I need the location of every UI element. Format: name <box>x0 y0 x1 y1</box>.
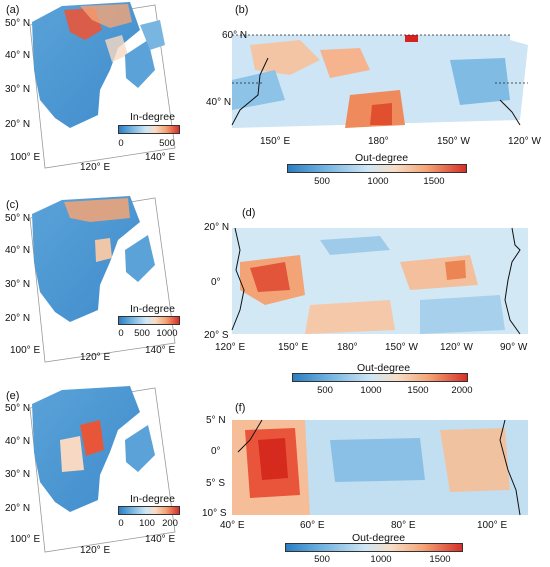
lon-label-d-150w: 150° W <box>385 342 418 353</box>
panel-label-b: (b) <box>235 4 249 16</box>
colorbar-f-tick-500: 500 <box>314 554 330 565</box>
colorbar-title-e: In-degree <box>130 493 175 505</box>
lat-label-a-30n: 30° N <box>5 84 31 95</box>
lon-label-c-120e: 120° E <box>80 352 111 363</box>
colorbar-a-tick-500: 500 <box>159 138 175 149</box>
lon-label-a-100e: 100° E <box>10 152 41 163</box>
map-e <box>29 386 176 553</box>
lon-label-f-60e: 60° E <box>300 520 325 531</box>
lon-label-b-180: 180° <box>368 136 389 147</box>
lon-label-c-140e: 140° E <box>145 345 176 356</box>
colorbar-f <box>285 543 463 552</box>
colorbar-title-b: Out-degree <box>355 152 409 164</box>
map-a <box>29 2 176 169</box>
lat-label-e-30n: 30° N <box>5 469 31 480</box>
panel-label-e: (e) <box>6 390 20 402</box>
map-c <box>29 196 176 363</box>
colorbar-e-tick-100: 100 <box>139 518 155 529</box>
colorbar-e-tick-200: 200 <box>162 518 178 529</box>
lon-label-e-140e: 140° E <box>145 534 176 545</box>
colorbar-e-tick-0: 0 <box>118 518 124 529</box>
map-b <box>231 34 528 128</box>
lon-label-d-150e: 150° E <box>278 342 309 353</box>
lat-label-b-40n: 40° N <box>206 97 232 108</box>
lat-label-e-50n: 50° N <box>5 403 31 414</box>
colorbar-c <box>118 316 180 325</box>
lat-label-d-20n: 20° N <box>204 222 230 233</box>
lat-label-d-0: 0° <box>211 277 221 288</box>
lat-label-e-20n: 20° N <box>5 503 31 514</box>
panel-label-a: (a) <box>6 4 20 16</box>
lat-label-e-40n: 40° N <box>5 436 31 447</box>
lon-label-f-80e: 80° E <box>391 520 416 531</box>
lon-label-b-120w: 120° W <box>508 136 541 147</box>
lon-label-e-120e: 120° E <box>80 545 111 556</box>
lon-label-b-150e: 150° E <box>260 136 291 147</box>
colorbar-d-tick-1000: 1000 <box>360 385 382 396</box>
lat-label-d-20s: 20° S <box>204 330 229 341</box>
colorbar-c-tick-0: 0 <box>118 328 124 339</box>
lat-label-c-50n: 50° N <box>5 213 31 224</box>
lon-label-d-90w: 90° W <box>500 342 528 353</box>
lat-label-f-0: 0° <box>211 446 221 457</box>
colorbar-a-tick-0: 0 <box>118 138 124 149</box>
lat-label-b-60n: 60° N <box>222 30 248 41</box>
colorbar-c-tick-500: 500 <box>134 328 150 339</box>
map-f <box>232 419 528 516</box>
lat-label-a-40n: 40° N <box>5 50 31 61</box>
lon-label-a-140e: 140° E <box>145 152 176 163</box>
panel-label-f: (f) <box>235 402 246 414</box>
lat-label-f-10s: 10° S <box>202 508 227 519</box>
colorbar-title-a: In-degree <box>130 111 175 123</box>
lon-label-f-40e: 40° E <box>220 520 245 531</box>
lat-label-f-5n: 5° N <box>206 415 226 426</box>
lon-label-d-120w: 120° W <box>440 342 473 353</box>
colorbar-d-tick-2000: 2000 <box>451 385 473 396</box>
lon-label-d-120e: 120° E <box>215 342 246 353</box>
map-d <box>231 227 528 335</box>
colorbar-d <box>292 373 468 382</box>
colorbar-e <box>118 506 180 515</box>
colorbar-b-tick-500: 500 <box>314 176 330 187</box>
colorbar-c-tick-1000: 1000 <box>156 328 178 339</box>
lat-label-c-20n: 20° N <box>5 313 31 324</box>
lat-label-a-50n: 50° N <box>5 18 31 29</box>
lat-label-c-40n: 40° N <box>5 245 31 256</box>
panel-label-d: (d) <box>242 207 256 219</box>
lon-label-f-100e: 100° E <box>477 520 508 531</box>
colorbar-b-tick-1000: 1000 <box>367 176 389 187</box>
colorbar-f-tick-1000: 1000 <box>370 554 392 565</box>
colorbar-d-tick-500: 500 <box>317 385 333 396</box>
colorbar-b-tick-1500: 1500 <box>423 176 445 187</box>
colorbar-title-d: Out-degree <box>357 362 411 374</box>
colorbar-a <box>118 125 180 134</box>
lon-label-b-150w: 150° W <box>437 136 470 147</box>
colorbar-d-tick-1500: 1500 <box>407 385 429 396</box>
lon-label-e-100e: 100° E <box>10 534 41 545</box>
lon-label-a-120e: 120° E <box>80 162 111 173</box>
lat-label-a-20n: 20° N <box>5 119 31 130</box>
lon-label-d-180: 180° <box>337 342 358 353</box>
colorbar-title-c: In-degree <box>130 303 175 315</box>
colorbar-b <box>287 164 467 173</box>
colorbar-f-tick-1500: 1500 <box>429 554 451 565</box>
colorbar-title-f: Out-degree <box>352 532 406 544</box>
lat-label-c-30n: 30° N <box>5 279 31 290</box>
lon-label-c-100e: 100° E <box>10 345 41 356</box>
lat-label-f-5s: 5° S <box>206 478 226 489</box>
panel-label-c: (c) <box>6 199 19 211</box>
